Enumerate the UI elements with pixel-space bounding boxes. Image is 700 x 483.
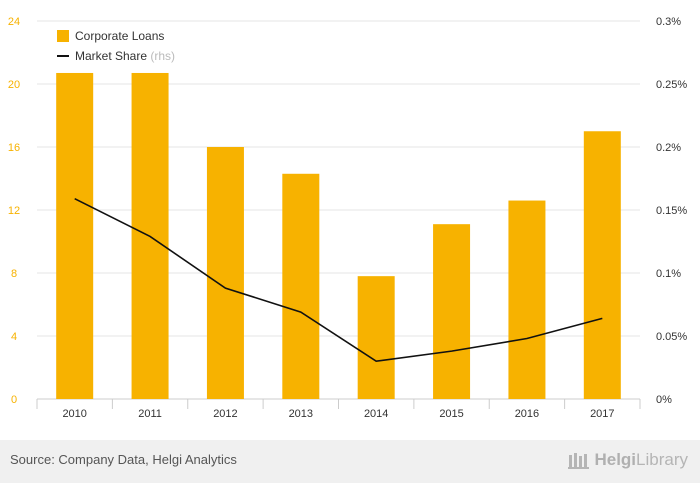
- brand-light: Library: [636, 450, 688, 469]
- x-tick-label: 2017: [590, 408, 614, 420]
- legend-label-market-share: Market Share (rhs): [75, 49, 175, 63]
- y-left-tick-label: 24: [8, 16, 20, 28]
- brand-logo: HelgiLibrary: [568, 450, 688, 470]
- y-left-tick-label: 8: [11, 268, 17, 280]
- bar: [56, 72, 94, 399]
- y-right-tick-label: 0.3%: [656, 16, 681, 28]
- bar: [583, 131, 621, 399]
- bar: [282, 173, 320, 399]
- y-left-tick-label: 16: [8, 142, 20, 154]
- y-left-tick-label: 0: [11, 394, 17, 406]
- x-tick-label: 2012: [213, 408, 237, 420]
- y-right-tick-label: 0.25%: [656, 79, 687, 91]
- footer: Source: Company Data, Helgi Analytics He…: [0, 440, 700, 483]
- y-left-tick-label: 20: [8, 79, 20, 91]
- y-right-tick-label: 0.2%: [656, 142, 681, 154]
- bar: [508, 200, 546, 399]
- market-share-line: [74, 197, 603, 363]
- legend-label-corporate-loans: Corporate Loans: [75, 29, 164, 43]
- y-left-tick-label: 12: [8, 205, 20, 217]
- chart: 0 0% 4 0.05% 8 0.1% 12 0.15% 16 0.2% 20 0.25% 24 0.3%…: [8, 16, 688, 420]
- brand-bold: Helgi: [594, 450, 637, 469]
- y-right-tick-label: 0.15%: [656, 205, 687, 217]
- x-tick-label: 2014: [364, 408, 388, 420]
- y-right-tick-label: 0%: [656, 394, 672, 406]
- bar: [433, 224, 471, 399]
- y-right-tick-label: 0.1%: [656, 268, 681, 280]
- y-left-tick-label: 4: [11, 331, 17, 343]
- x-tick-label: 2015: [439, 408, 463, 420]
- bar: [357, 276, 395, 399]
- y-right-tick-label: 0.05%: [656, 331, 687, 343]
- x-tick-label: 2011: [138, 408, 162, 420]
- source-note: Source: Company Data, Helgi Analytics: [10, 452, 237, 467]
- bar: [206, 147, 244, 399]
- x-tick-label: 2013: [289, 408, 313, 420]
- x-tick-label: 2010: [62, 408, 86, 420]
- legend-swatch-corporate-loans: [57, 30, 69, 42]
- library-icon: [568, 453, 590, 469]
- x-tick-label: 2016: [515, 408, 539, 420]
